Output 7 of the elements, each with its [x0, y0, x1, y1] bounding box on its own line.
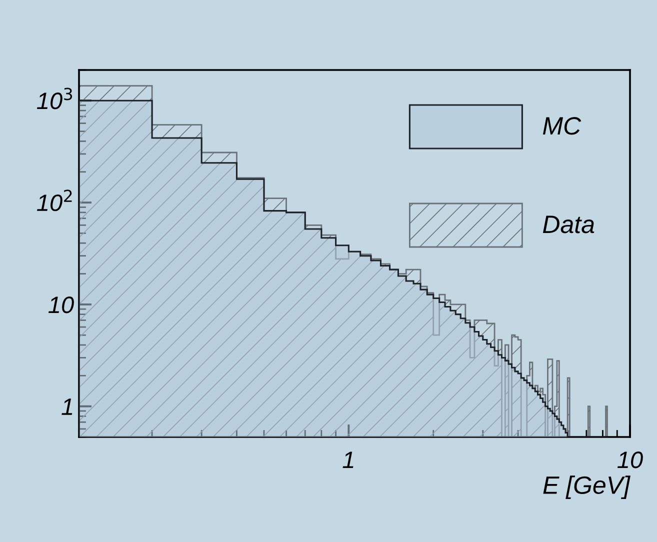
y-tick-label: 10: [48, 296, 74, 314]
y-tick-label: 10$^{3}$: [36, 88, 72, 110]
legend-label: Data: [542, 216, 594, 234]
y-tick-label: 10$^{2}$: [36, 190, 72, 212]
y-tick-label: 1: [62, 398, 72, 415]
x-axis-title: E [GeV]: [543, 476, 630, 499]
legend-label: MC: [542, 117, 582, 135]
